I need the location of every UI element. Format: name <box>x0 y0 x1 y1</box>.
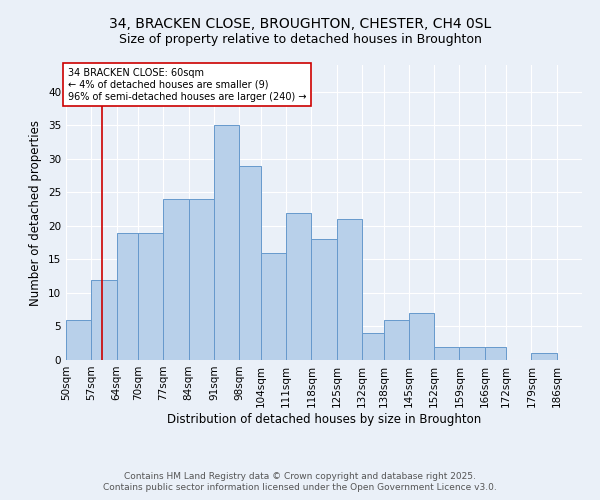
Bar <box>163 199 188 360</box>
Bar <box>485 346 506 360</box>
Bar <box>91 280 116 360</box>
Text: 34, BRACKEN CLOSE, BROUGHTON, CHESTER, CH4 0SL: 34, BRACKEN CLOSE, BROUGHTON, CHESTER, C… <box>109 18 491 32</box>
Bar <box>239 166 261 360</box>
Bar <box>409 313 434 360</box>
Bar <box>188 199 214 360</box>
Bar <box>460 346 485 360</box>
Bar <box>311 240 337 360</box>
Bar <box>116 232 138 360</box>
Bar <box>434 346 460 360</box>
Text: Contains HM Land Registry data © Crown copyright and database right 2025.: Contains HM Land Registry data © Crown c… <box>124 472 476 481</box>
Text: Contains public sector information licensed under the Open Government Licence v3: Contains public sector information licen… <box>103 484 497 492</box>
X-axis label: Distribution of detached houses by size in Broughton: Distribution of detached houses by size … <box>167 412 481 426</box>
Bar <box>214 126 239 360</box>
Text: Size of property relative to detached houses in Broughton: Size of property relative to detached ho… <box>119 32 481 46</box>
Y-axis label: Number of detached properties: Number of detached properties <box>29 120 43 306</box>
Bar <box>362 333 383 360</box>
Bar <box>66 320 91 360</box>
Text: 34 BRACKEN CLOSE: 60sqm
← 4% of detached houses are smaller (9)
96% of semi-deta: 34 BRACKEN CLOSE: 60sqm ← 4% of detached… <box>68 68 307 102</box>
Bar <box>286 212 311 360</box>
Bar <box>138 232 163 360</box>
Bar <box>337 219 362 360</box>
Bar <box>261 252 286 360</box>
Bar <box>383 320 409 360</box>
Bar <box>532 354 557 360</box>
